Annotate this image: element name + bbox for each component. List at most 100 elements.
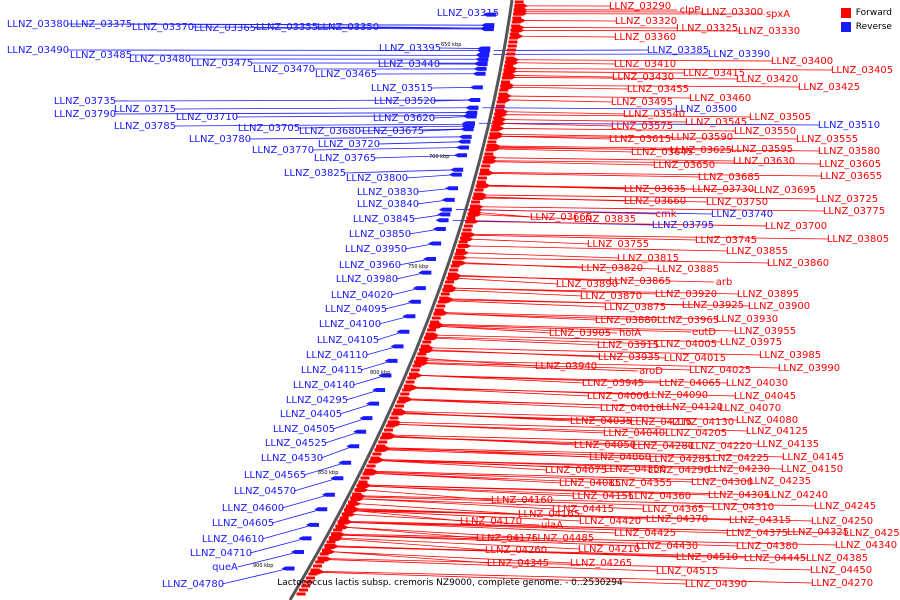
reverse-feature-arrow — [450, 167, 464, 172]
gene-connector-line — [339, 538, 488, 551]
forward-gene-label: LLNZ_03415 — [683, 68, 745, 79]
forward-feature-block — [415, 356, 425, 360]
forward-feature-block — [463, 224, 473, 228]
gene-connector-line — [248, 136, 466, 140]
forward-gene-label: LLNZ_04135 — [757, 439, 819, 450]
forward-gene-label: LLNZ_04025 — [689, 365, 751, 376]
forward-feature-block — [352, 492, 362, 496]
gene-connector-line — [380, 460, 651, 471]
forward-feature-block — [322, 548, 332, 552]
forward-feature-block — [393, 408, 403, 412]
gene-connector-line — [261, 524, 314, 540]
forward-gene-label: LLNZ_04450 — [810, 565, 872, 576]
reverse-gene-label: LLNZ_03800 — [346, 173, 408, 184]
forward-feature-block — [445, 280, 455, 284]
genome-caption: Lactococcus lactis subsp. cremoris NZ900… — [277, 578, 623, 588]
gene-connector-line — [458, 275, 714, 283]
forward-feature-block — [468, 208, 478, 212]
forward-feature-block — [450, 264, 460, 268]
forward-gene-label: LLNZ_03400 — [771, 56, 833, 67]
forward-feature-block — [425, 332, 435, 336]
gene-connector-line — [468, 245, 729, 252]
forward-feature-block — [514, 4, 524, 8]
reverse-swatch — [840, 22, 851, 32]
forward-gene-label: LLNZ_04040 — [603, 428, 665, 439]
forward-feature-block — [407, 376, 417, 380]
gene-connector-line — [173, 107, 473, 110]
forward-feature-block — [437, 300, 447, 304]
tick-label: 650 kbp — [441, 42, 461, 48]
gene-connector-line — [493, 160, 822, 165]
reverse-gene-label: LLNZ_03480 — [129, 54, 191, 65]
forward-feature-block — [301, 584, 311, 588]
gene-connector-line — [444, 312, 719, 320]
gene-connector-line — [439, 325, 552, 334]
forward-feature-block — [512, 16, 522, 20]
reverse-feature-arrow — [428, 241, 442, 246]
forward-gene-label: LLNZ_03905 — [549, 328, 611, 339]
gene-connector-line — [501, 127, 737, 132]
forward-gene-label: LLNZ_03330 — [738, 26, 800, 37]
forward-gene-label: LLNZ_03875 — [604, 302, 666, 313]
forward-feature-block — [504, 60, 514, 64]
forward-gene-label: LLNZ_03820 — [581, 263, 643, 274]
forward-gene-label: LLNZ_03430 — [612, 72, 674, 83]
forward-gene-label: LLNZ_04035 — [570, 416, 632, 427]
forward-gene-label: LLNZ_04245 — [814, 501, 876, 512]
reverse-gene-label: LLNZ_04505 — [273, 424, 335, 435]
forward-feature-block — [346, 504, 356, 508]
forward-gene-label: LLNZ_04175 — [476, 533, 538, 544]
forward-feature-block — [396, 400, 406, 404]
tick-label: 850 kbp — [318, 470, 338, 476]
forward-feature-block — [296, 592, 306, 596]
forward-gene-label: LLNZ_03545 — [685, 117, 747, 128]
reverse-feature-arrow — [402, 314, 416, 319]
forward-feature-block — [354, 488, 364, 492]
forward-gene-label: LLNZ_04030 — [726, 378, 788, 389]
reverse-feature-arrow — [366, 401, 380, 406]
gene-connector-line — [490, 173, 701, 178]
reverse-feature-arrow — [460, 127, 474, 132]
forward-feature-block — [482, 160, 492, 164]
reverse-feature-arrow — [346, 444, 360, 449]
reverse-gene-label: LLNZ_03705 — [238, 123, 300, 134]
forward-gene-label: LLNZ_03505 — [749, 112, 811, 123]
reverse-feature-arrow — [407, 299, 421, 304]
forward-gene-label: clpP — [680, 5, 701, 16]
forward-gene-label: LLNZ_04215 — [630, 417, 692, 428]
forward-gene-label: LLNZ_04120 — [661, 402, 723, 413]
forward-gene-label: LLNZ_03925 — [682, 300, 744, 311]
gene-connector-line — [511, 84, 801, 88]
gene-connector-line — [416, 187, 453, 193]
forward-gene-label: LLNZ_04315 — [729, 515, 791, 526]
forward-feature-block — [350, 496, 360, 500]
forward-feature-block — [507, 44, 517, 48]
forward-gene-label: LLNZ_04160 — [491, 495, 553, 506]
reverse-feature-arrow — [412, 286, 426, 291]
forward-gene-label: LLNZ_03945 — [582, 378, 644, 389]
forward-feature-block — [376, 444, 386, 448]
reverse-gene-label: LLNZ_03440 — [378, 59, 440, 70]
gene-connector-line — [360, 498, 645, 510]
gene-connector-line — [374, 471, 694, 483]
forward-gene-label: LLNZ_04235 — [749, 476, 811, 487]
forward-feature-block — [378, 440, 388, 444]
forward-gene-label: LLNZ_03635 — [624, 184, 686, 195]
forward-gene-label: LLNZ_03860 — [767, 258, 829, 269]
forward-gene-label: LLNZ_03695 — [754, 185, 816, 196]
forward-gene-label: LLNZ_03605 — [819, 159, 881, 170]
reverse-gene-label: LLNZ_04710 — [190, 548, 252, 559]
forward-feature-block — [498, 92, 508, 96]
forward-gene-label: arb — [716, 277, 733, 288]
reverse-feature-arrow — [321, 492, 335, 497]
gene-connector-line — [453, 289, 583, 297]
gene-connector-line — [497, 145, 734, 150]
gene-connector-line — [235, 115, 471, 118]
legend-forward-label: Forward — [855, 8, 892, 18]
gene-connector-line — [293, 477, 338, 492]
forward-feature-block — [436, 304, 446, 308]
forward-feature-block — [326, 540, 336, 544]
forward-gene-label: LLNZ_04290 — [648, 465, 710, 476]
forward-feature-block — [483, 156, 493, 160]
gene-connector-line — [464, 257, 770, 264]
